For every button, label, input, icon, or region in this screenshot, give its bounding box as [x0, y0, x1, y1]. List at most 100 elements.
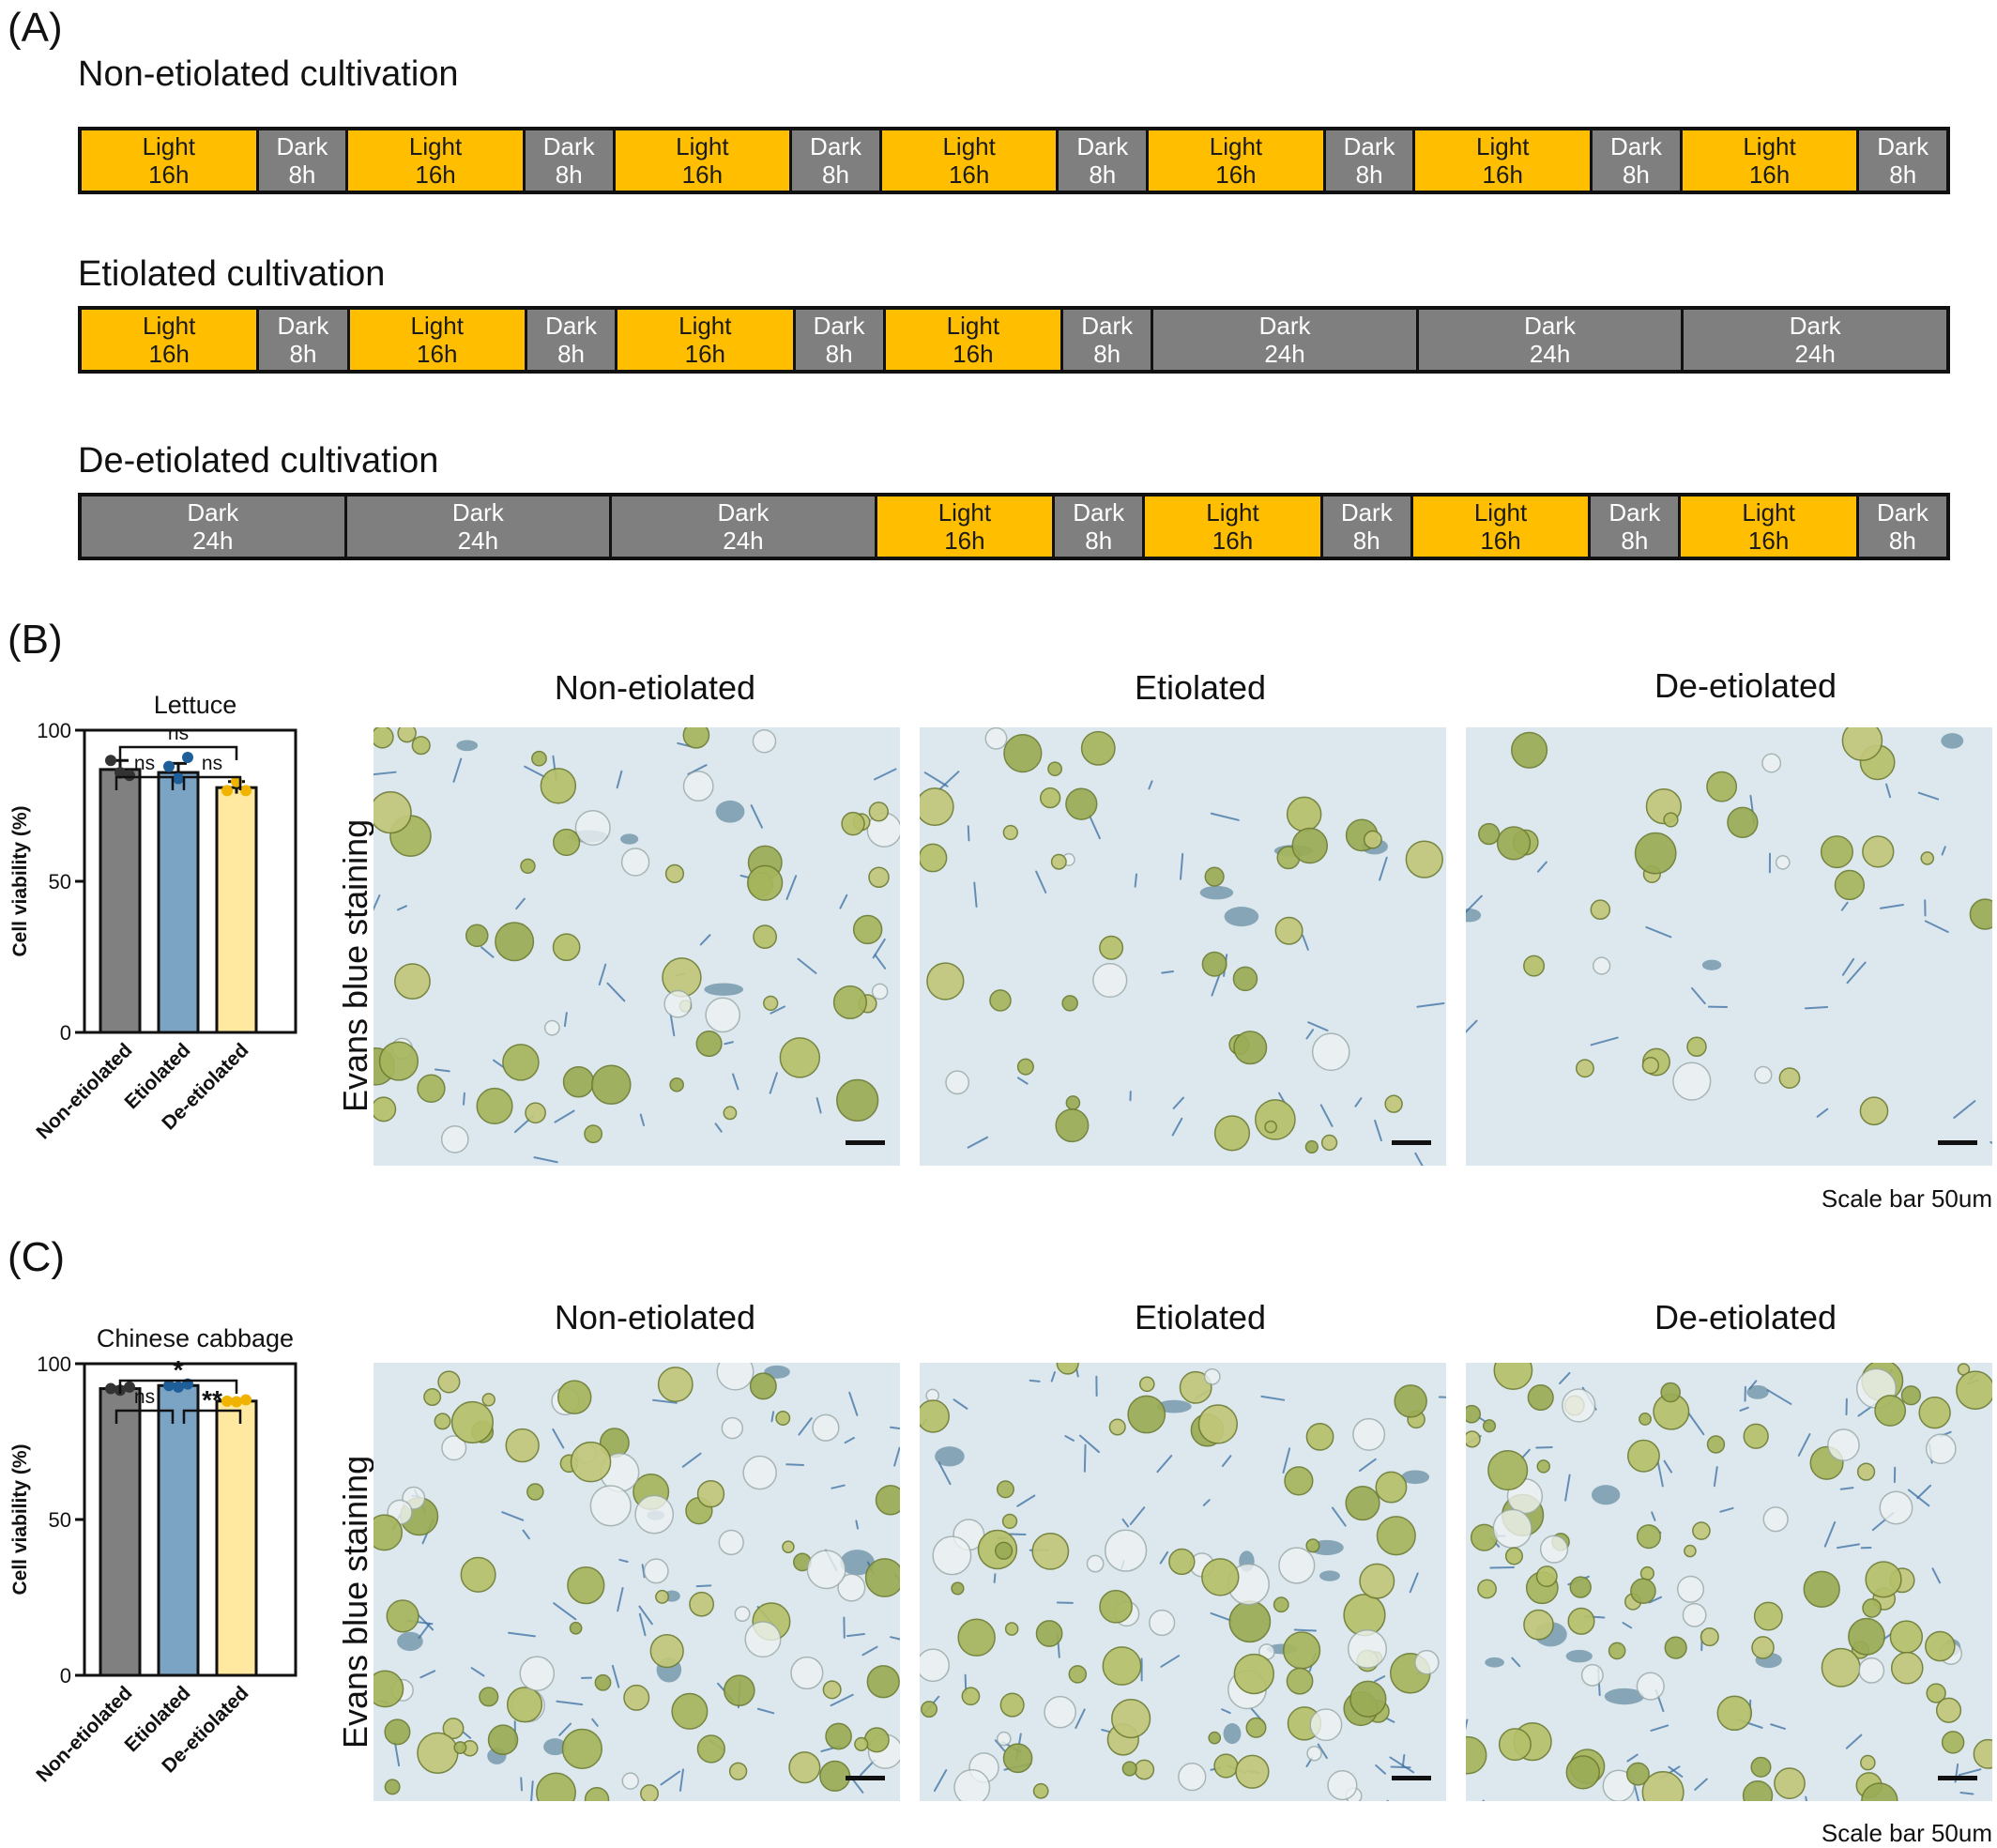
protoplast [1863, 836, 1894, 867]
protoplast [1128, 1396, 1165, 1432]
protoplast [1364, 831, 1381, 848]
protoplast [1209, 1733, 1220, 1744]
protoplast [1484, 1420, 1496, 1432]
protoplast [927, 963, 964, 1000]
debris-fiber [875, 769, 895, 779]
debris-fiber [1881, 905, 1903, 909]
protoplast [418, 1733, 458, 1773]
protoplast [730, 1763, 747, 1779]
stained-cell [1566, 1650, 1593, 1662]
data-point [105, 755, 116, 766]
protoplast [1466, 1431, 1480, 1447]
debris-fiber [799, 959, 816, 973]
protoplast [990, 990, 1011, 1011]
debris-fiber [1306, 1030, 1313, 1038]
photo-title-b-non-etiolated: Non-etiolated [392, 668, 918, 708]
stained-cell [1200, 886, 1234, 899]
debris-fiber [1283, 1448, 1289, 1473]
debris-fiber [716, 1123, 722, 1131]
protoplast [719, 1530, 743, 1554]
protoplast [1466, 1406, 1480, 1423]
debris-fiber [1018, 1077, 1028, 1083]
segment-duration: 16h [944, 527, 984, 555]
protoplast [1627, 1763, 1649, 1784]
protoplast [1256, 1100, 1295, 1139]
debris-fiber [724, 1042, 733, 1044]
protoplast [1537, 1566, 1557, 1586]
debris-fiber [1512, 1658, 1519, 1667]
segment-duration: 16h [1212, 527, 1253, 555]
protoplast [1036, 1621, 1061, 1646]
protoplast [1415, 1651, 1439, 1674]
protoplast [1122, 1762, 1136, 1776]
segment-duration: 24h [723, 527, 763, 555]
protoplast [1202, 1559, 1239, 1596]
protoplast [650, 1635, 683, 1668]
protoplast [1591, 900, 1609, 919]
y-tick-label: 0 [60, 1664, 71, 1688]
debris-fiber [1560, 1373, 1570, 1383]
protoplast [807, 1550, 846, 1589]
debris-fiber [1943, 847, 1945, 854]
protoplast [1353, 1419, 1384, 1450]
debris-fiber [481, 947, 494, 956]
segment-phase: Dark [545, 312, 597, 340]
debris-fiber [1960, 1793, 1973, 1794]
debris-fiber [701, 935, 710, 944]
debris-fiber [1688, 1413, 1703, 1435]
protoplast [1493, 1509, 1532, 1548]
protoplast [780, 1038, 819, 1077]
protoplast [1752, 1637, 1774, 1658]
y-tick-label: 100 [37, 1352, 71, 1376]
debris-fiber [1919, 793, 1939, 800]
protoplast [1506, 1548, 1523, 1565]
protoplast [480, 1688, 498, 1706]
protoplast [373, 1515, 402, 1550]
protoplast [933, 1536, 970, 1574]
debris-fiber [1565, 1475, 1570, 1501]
protoplast [1641, 1567, 1654, 1581]
protoplast [920, 1400, 949, 1432]
protoplast [1246, 1718, 1266, 1738]
bar-2 [159, 1385, 198, 1675]
segment-phase: Dark [1073, 498, 1124, 527]
segment-duration: 16h [1749, 160, 1790, 189]
x-tick-label: Non-etiolated [32, 1682, 136, 1786]
protoplast [1775, 1768, 1805, 1798]
protoplast [1307, 1747, 1321, 1761]
protoplast [920, 788, 953, 825]
debris-fiber [641, 1115, 644, 1125]
protoplast [454, 1742, 465, 1753]
protoplast [1708, 1436, 1725, 1453]
debris-fiber [847, 1634, 864, 1636]
segment-phase: Dark [543, 132, 595, 160]
micrograph-cells [373, 1363, 900, 1801]
protoplast [1395, 1385, 1426, 1417]
protoplast [1687, 1037, 1706, 1056]
protoplast [1919, 1397, 1950, 1428]
debris-fiber [555, 1111, 573, 1123]
protoplast [1328, 1771, 1357, 1800]
debris-fiber [1090, 815, 1100, 838]
debris-fiber [1837, 1544, 1859, 1548]
debris-fiber [1157, 1456, 1171, 1472]
protoplast [1215, 1116, 1250, 1151]
protoplast [1892, 1653, 1923, 1684]
debris-fiber [1403, 1755, 1404, 1766]
protoplast [1664, 813, 1678, 827]
debris-fiber [1375, 1121, 1381, 1140]
protoplast [1957, 1371, 1992, 1409]
photo-title-c-non-etiolated: Non-etiolated [392, 1298, 918, 1337]
protoplast [855, 1737, 868, 1750]
micrograph-cells [1466, 727, 1992, 1166]
protoplast [697, 1735, 724, 1763]
protoplast [1921, 852, 1933, 864]
protoplast [373, 727, 393, 748]
debris-fiber [831, 1486, 844, 1489]
